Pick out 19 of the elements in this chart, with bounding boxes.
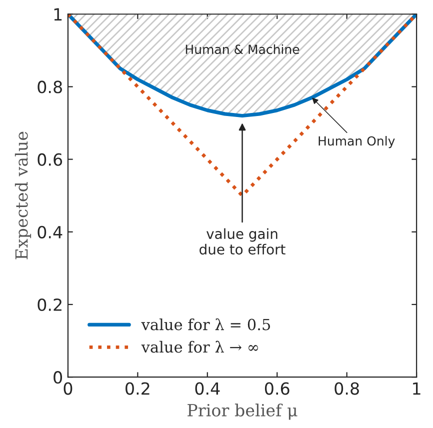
y-tick-label: 0.2 <box>38 298 62 312</box>
x-tick-label: 0.4 <box>195 382 220 395</box>
annotation: value gain due to effort <box>200 228 286 255</box>
legend-label: value for λ = 0.5 <box>141 318 270 330</box>
y-tick-label: 0.6 <box>38 153 62 166</box>
x-axis-title: Prior belief μ <box>188 404 298 420</box>
annotation: Human Only <box>318 136 395 148</box>
x-tick-label: 0 <box>64 382 72 395</box>
y-tick-label: 0.4 <box>38 226 62 238</box>
x-tick-label: 0.2 <box>126 382 150 395</box>
y-tick-label: 0.8 <box>38 80 62 94</box>
y-tick-label: 0 <box>54 371 62 384</box>
y-axis-title: Expected value <box>14 132 32 260</box>
y-tick-label: 1 <box>54 8 62 20</box>
x-tick-label: 1 <box>413 382 420 395</box>
annotation: Human & Machine <box>186 44 300 54</box>
x-tick-label: 0.8 <box>334 382 359 395</box>
x-tick-label: 0.6 <box>264 382 290 395</box>
legend-label: value for λ → ∞ <box>141 340 258 353</box>
